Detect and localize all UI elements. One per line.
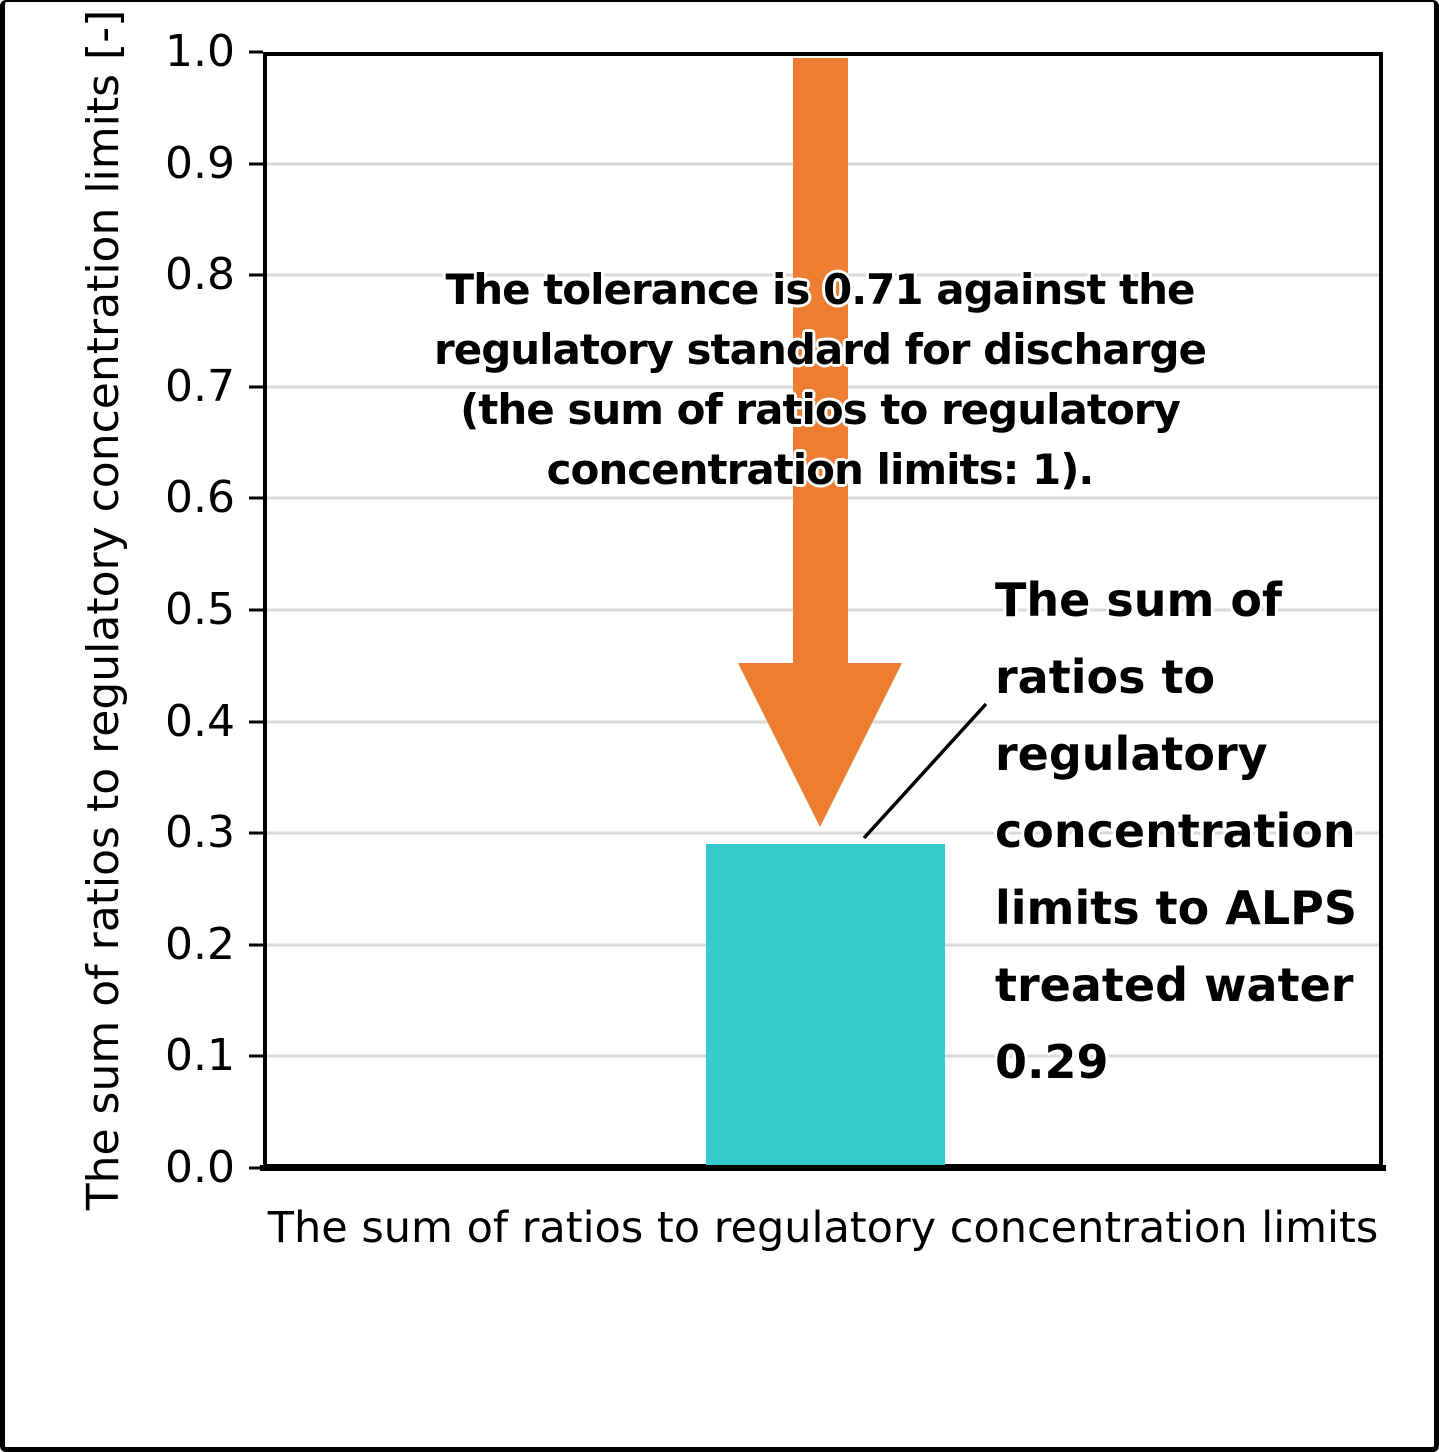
y-tick-label: 0.8 <box>165 249 235 300</box>
y-tick-label: 0.4 <box>165 696 235 747</box>
y-axis-tick-marks <box>249 50 263 1170</box>
y-tick-label: 0.6 <box>165 472 235 523</box>
x-axis-label: The sum of ratios to regulatory concentr… <box>267 1203 1379 1253</box>
down-arrow <box>738 58 902 827</box>
y-tick-label: 0.3 <box>165 807 235 858</box>
tolerance-annotation: The tolerance is 0.71 against the regula… <box>434 265 1207 494</box>
y-tick-label: 0.9 <box>165 138 235 189</box>
y-tick-label: 0.7 <box>165 361 235 412</box>
y-tick-label: 0.2 <box>165 919 235 970</box>
y-tick-label: 0.1 <box>165 1030 235 1081</box>
annotation-leader-line <box>862 702 988 840</box>
y-tick-label: 1.0 <box>165 26 235 77</box>
y-tick-label: 0.5 <box>165 584 235 635</box>
bar-alps-treated-water <box>706 844 945 1168</box>
bar-value-annotation: The sum of ratios to regulatory concentr… <box>995 573 1357 1089</box>
y-tick-label: 0.0 <box>165 1142 235 1193</box>
